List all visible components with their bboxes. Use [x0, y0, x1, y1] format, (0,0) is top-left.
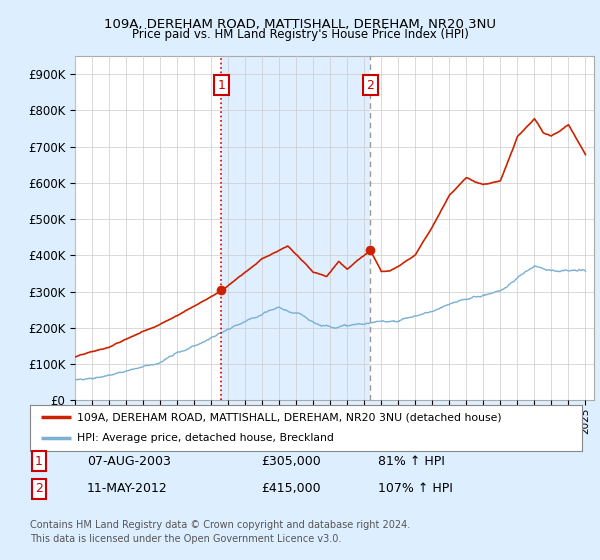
Text: 109A, DEREHAM ROAD, MATTISHALL, DEREHAM, NR20 3NU (detached house): 109A, DEREHAM ROAD, MATTISHALL, DEREHAM,…: [77, 412, 502, 422]
Text: Contains HM Land Registry data © Crown copyright and database right 2024.
This d: Contains HM Land Registry data © Crown c…: [30, 520, 410, 544]
Text: 07-AUG-2003: 07-AUG-2003: [87, 455, 171, 468]
Text: HPI: Average price, detached house, Breckland: HPI: Average price, detached house, Brec…: [77, 433, 334, 444]
Text: Price paid vs. HM Land Registry's House Price Index (HPI): Price paid vs. HM Land Registry's House …: [131, 28, 469, 41]
Text: 1: 1: [35, 455, 43, 468]
Text: £305,000: £305,000: [261, 455, 321, 468]
Text: 2: 2: [367, 78, 374, 91]
Text: 2: 2: [35, 482, 43, 496]
Text: 1: 1: [217, 78, 225, 91]
Text: 107% ↑ HPI: 107% ↑ HPI: [378, 482, 453, 496]
Text: 109A, DEREHAM ROAD, MATTISHALL, DEREHAM, NR20 3NU: 109A, DEREHAM ROAD, MATTISHALL, DEREHAM,…: [104, 18, 496, 31]
Text: 81% ↑ HPI: 81% ↑ HPI: [378, 455, 445, 468]
Text: 11-MAY-2012: 11-MAY-2012: [87, 482, 168, 496]
Bar: [221, 56, 370, 400]
Text: £415,000: £415,000: [261, 482, 320, 496]
